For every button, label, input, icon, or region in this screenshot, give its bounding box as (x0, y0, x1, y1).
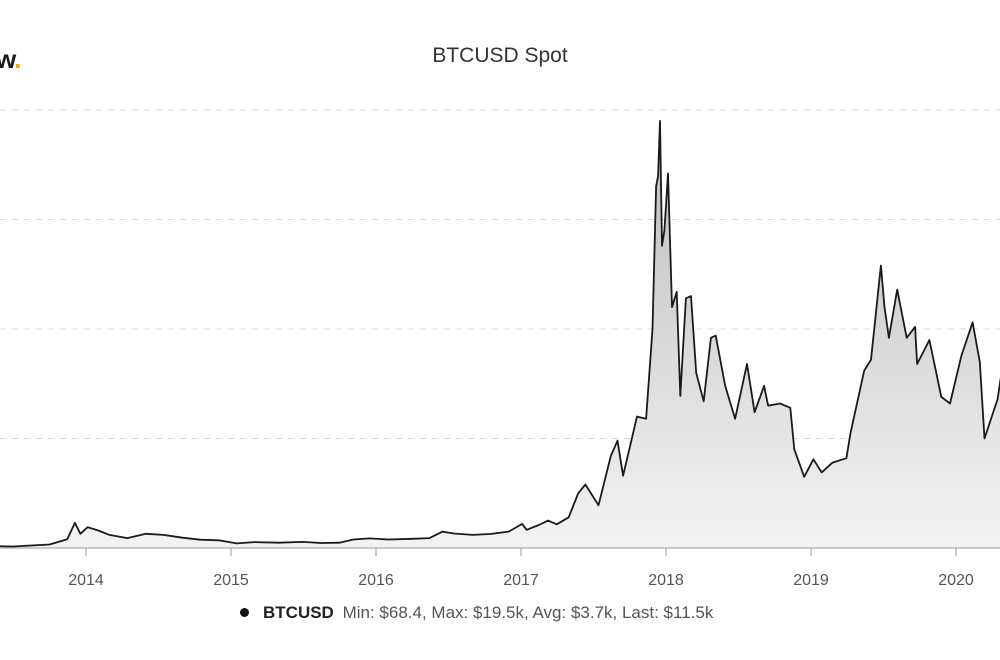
legend-marker-icon (240, 608, 249, 618)
x-tick-label: 2018 (648, 572, 684, 589)
logo-dot: . (14, 44, 21, 74)
chart-legend[interactable]: BTCUSD Min: $68.4, Max: $19.5k, Avg: $3.… (240, 603, 713, 623)
brand-logo[interactable]: w. (0, 44, 22, 75)
x-tick-label: 2015 (213, 572, 249, 589)
x-tick-label: 2017 (503, 572, 539, 589)
x-tick-label: 2019 (793, 572, 829, 589)
x-tick-label: 2020 (938, 572, 974, 589)
x-tick-label: 2016 (358, 572, 394, 589)
logo-letter: w (0, 44, 15, 74)
chart-title: BTCUSD Spot (432, 44, 568, 67)
grid-lines (0, 109, 1000, 439)
legend-series-name: BTCUSD (263, 603, 334, 622)
x-axis-ticks: 2014 2015 2016 2017 2018 2019 2020 (68, 548, 974, 589)
x-tick-label: 2014 (68, 572, 104, 589)
price-line (0, 120, 1000, 548)
legend-stats: Min: $68.4, Max: $19.5k, Avg: $3.7k, Las… (342, 603, 714, 622)
price-area-fill (0, 120, 1000, 548)
btcusd-area-chart[interactable]: 2014 2015 2016 2017 2018 2019 2020 (0, 0, 1000, 600)
